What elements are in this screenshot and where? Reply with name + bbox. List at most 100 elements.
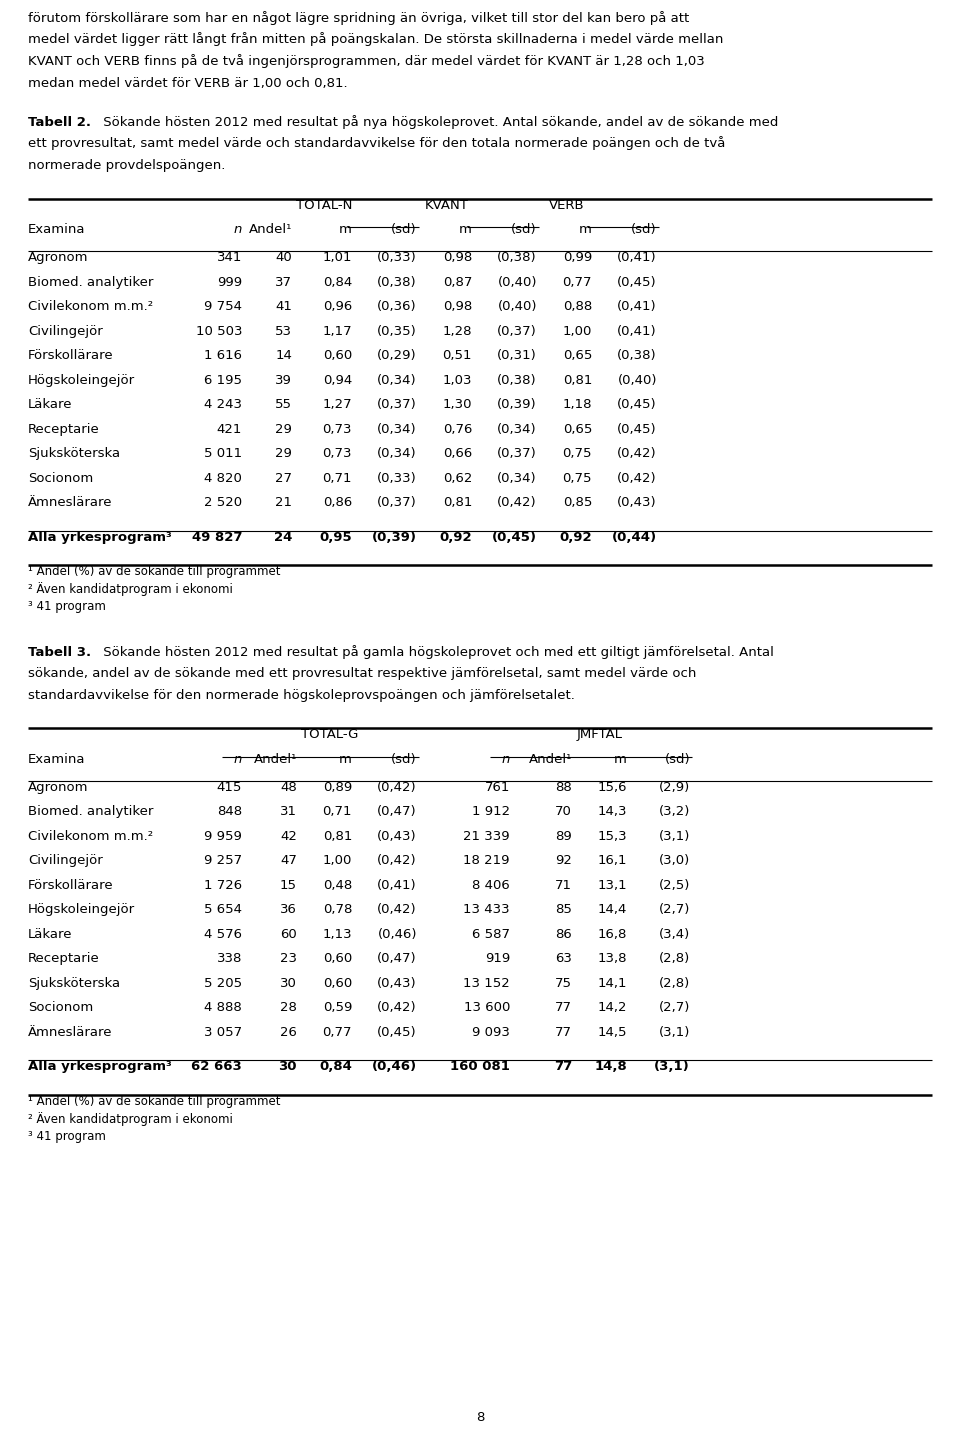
Text: 1 912: 1 912 xyxy=(472,806,510,819)
Text: (sd): (sd) xyxy=(392,752,417,765)
Text: 70: 70 xyxy=(555,806,572,819)
Text: 8: 8 xyxy=(476,1412,484,1425)
Text: sökande, andel av de sökande med ett provresultat respektive jämförelsetal, samt: sökande, andel av de sökande med ett pro… xyxy=(28,668,696,681)
Text: ett provresultat, samt medel värde och standardavvikelse för den totala normerad: ett provresultat, samt medel värde och s… xyxy=(28,136,726,151)
Text: (3,2): (3,2) xyxy=(659,806,690,819)
Text: ¹ Andel (%) av de sökande till programmet: ¹ Andel (%) av de sökande till programme… xyxy=(28,1096,280,1109)
Text: 1,18: 1,18 xyxy=(563,398,592,411)
Text: (0,38): (0,38) xyxy=(377,276,417,289)
Text: (0,45): (0,45) xyxy=(617,422,657,435)
Text: 1,00: 1,00 xyxy=(323,854,352,867)
Text: 14,3: 14,3 xyxy=(597,806,627,819)
Text: (0,40): (0,40) xyxy=(617,373,657,386)
Text: (0,41): (0,41) xyxy=(377,879,417,892)
Text: (2,7): (2,7) xyxy=(659,1001,690,1014)
Text: 3 057: 3 057 xyxy=(204,1025,242,1040)
Text: Socionom: Socionom xyxy=(28,1001,93,1014)
Text: 30: 30 xyxy=(280,976,297,989)
Text: 88: 88 xyxy=(555,781,572,794)
Text: VERB: VERB xyxy=(549,198,585,211)
Text: (0,43): (0,43) xyxy=(617,495,657,508)
Text: Sökande hösten 2012 med resultat på gamla högskoleprovet och med ett giltigt jäm: Sökande hösten 2012 med resultat på gaml… xyxy=(99,645,774,659)
Text: Sjuksköterska: Sjuksköterska xyxy=(28,976,120,989)
Text: 0,73: 0,73 xyxy=(323,447,352,460)
Text: (0,38): (0,38) xyxy=(497,373,537,386)
Text: 14,1: 14,1 xyxy=(597,976,627,989)
Text: 9 959: 9 959 xyxy=(204,830,242,843)
Text: 0,92: 0,92 xyxy=(440,530,472,544)
Text: 0,81: 0,81 xyxy=(563,373,592,386)
Text: 0,60: 0,60 xyxy=(323,349,352,362)
Text: 9 093: 9 093 xyxy=(472,1025,510,1040)
Text: (2,7): (2,7) xyxy=(659,903,690,916)
Text: 77: 77 xyxy=(554,1061,572,1074)
Text: n: n xyxy=(233,223,242,236)
Text: (0,42): (0,42) xyxy=(377,781,417,794)
Text: 14: 14 xyxy=(276,349,292,362)
Text: 71: 71 xyxy=(555,879,572,892)
Text: Civilekonom m.m.²: Civilekonom m.m.² xyxy=(28,830,154,843)
Text: 0,84: 0,84 xyxy=(323,276,352,289)
Text: (0,34): (0,34) xyxy=(377,422,417,435)
Text: (0,38): (0,38) xyxy=(617,349,657,362)
Text: (3,0): (3,0) xyxy=(659,854,690,867)
Text: (3,4): (3,4) xyxy=(659,928,690,941)
Text: 0,65: 0,65 xyxy=(563,349,592,362)
Text: (sd): (sd) xyxy=(512,223,537,236)
Text: Högskoleingejör: Högskoleingejör xyxy=(28,373,135,386)
Text: (2,9): (2,9) xyxy=(659,781,690,794)
Text: 1,27: 1,27 xyxy=(323,398,352,411)
Text: 848: 848 xyxy=(217,806,242,819)
Text: 0,86: 0,86 xyxy=(323,495,352,508)
Text: m: m xyxy=(339,752,352,765)
Text: n: n xyxy=(233,752,242,765)
Text: 1,03: 1,03 xyxy=(443,373,472,386)
Text: (0,39): (0,39) xyxy=(497,398,537,411)
Text: KVANT och VERB finns på de två ingenjörsprogrammen, där medel värdet för KVANT ä: KVANT och VERB finns på de två ingenjörs… xyxy=(28,55,705,67)
Text: Läkare: Läkare xyxy=(28,928,73,941)
Text: (sd): (sd) xyxy=(664,752,690,765)
Text: (0,34): (0,34) xyxy=(497,422,537,435)
Text: 10 503: 10 503 xyxy=(196,325,242,337)
Text: (0,34): (0,34) xyxy=(377,373,417,386)
Text: (0,42): (0,42) xyxy=(377,1001,417,1014)
Text: (0,33): (0,33) xyxy=(377,251,417,264)
Text: (0,42): (0,42) xyxy=(377,854,417,867)
Text: 0,85: 0,85 xyxy=(563,495,592,508)
Text: Tabell 3.: Tabell 3. xyxy=(28,646,91,659)
Text: 999: 999 xyxy=(217,276,242,289)
Text: medan medel värdet för VERB är 1,00 och 0,81.: medan medel värdet för VERB är 1,00 och … xyxy=(28,76,348,89)
Text: 14,5: 14,5 xyxy=(597,1025,627,1040)
Text: 37: 37 xyxy=(275,276,292,289)
Text: 86: 86 xyxy=(555,928,572,941)
Text: 2 520: 2 520 xyxy=(204,495,242,508)
Text: Läkare: Läkare xyxy=(28,398,73,411)
Text: 1,00: 1,00 xyxy=(563,325,592,337)
Text: (3,1): (3,1) xyxy=(659,830,690,843)
Text: 0,51: 0,51 xyxy=(443,349,472,362)
Text: 8 406: 8 406 xyxy=(472,879,510,892)
Text: standardavvikelse för den normerade högskoleprovspoängen och jämförelsetalet.: standardavvikelse för den normerade högs… xyxy=(28,689,575,702)
Text: (0,45): (0,45) xyxy=(617,398,657,411)
Text: 0,77: 0,77 xyxy=(563,276,592,289)
Text: (0,37): (0,37) xyxy=(497,325,537,337)
Text: 24: 24 xyxy=(274,530,292,544)
Text: (0,41): (0,41) xyxy=(617,300,657,313)
Text: 27: 27 xyxy=(275,471,292,484)
Text: (0,45): (0,45) xyxy=(377,1025,417,1040)
Text: 36: 36 xyxy=(280,903,297,916)
Text: (0,42): (0,42) xyxy=(377,903,417,916)
Text: m: m xyxy=(579,223,592,236)
Text: n: n xyxy=(502,752,510,765)
Text: Andel¹: Andel¹ xyxy=(249,223,292,236)
Text: ³ 41 program: ³ 41 program xyxy=(28,1130,106,1143)
Text: Agronom: Agronom xyxy=(28,251,88,264)
Text: (0,33): (0,33) xyxy=(377,471,417,484)
Text: 0,62: 0,62 xyxy=(443,471,472,484)
Text: normerade provdelspoängen.: normerade provdelspoängen. xyxy=(28,159,226,172)
Text: (0,43): (0,43) xyxy=(377,976,417,989)
Text: (0,38): (0,38) xyxy=(497,251,537,264)
Text: (0,37): (0,37) xyxy=(377,495,417,508)
Text: (0,42): (0,42) xyxy=(617,471,657,484)
Text: (2,8): (2,8) xyxy=(659,952,690,965)
